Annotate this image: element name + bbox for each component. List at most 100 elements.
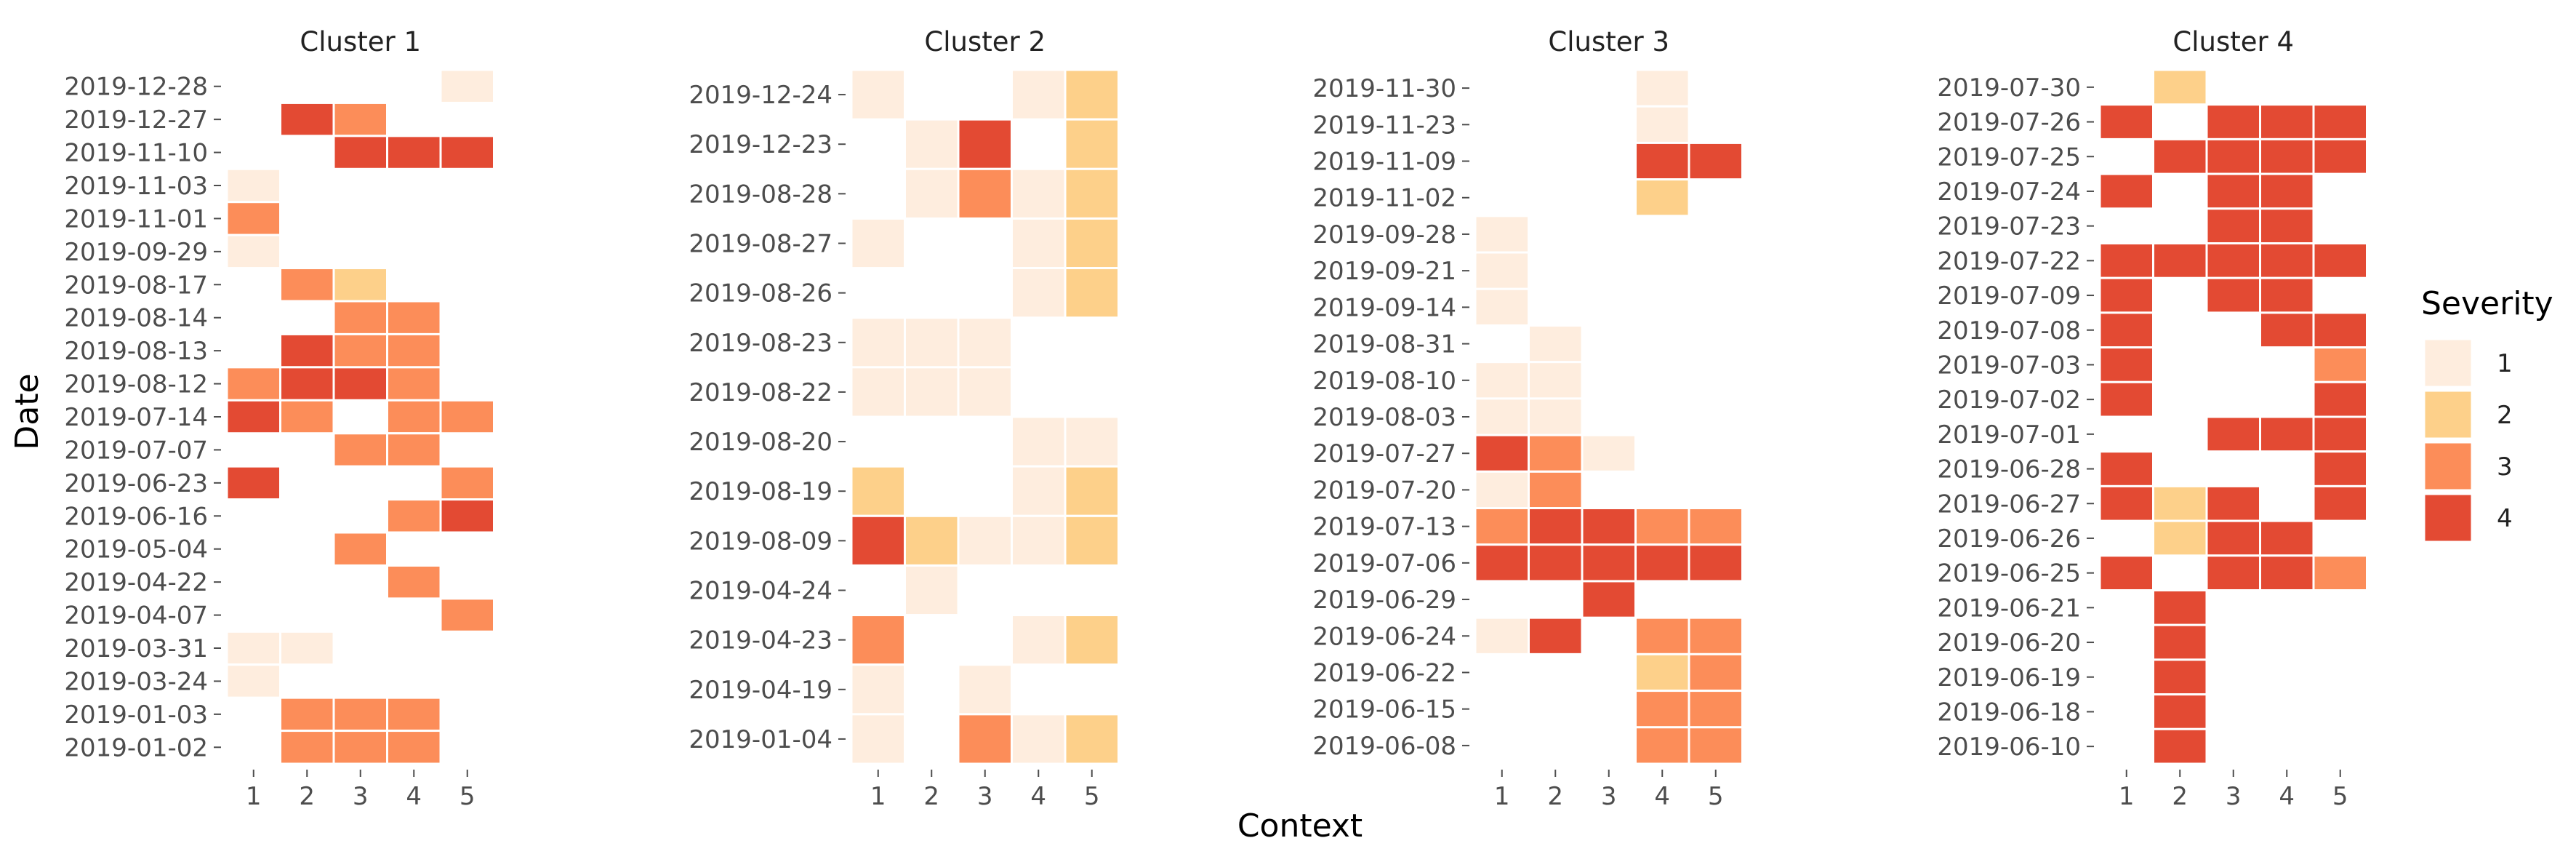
heatmap-cell <box>1634 105 1690 144</box>
heatmap-cell <box>2098 484 2154 522</box>
heatmap-cell <box>1474 470 1530 510</box>
heatmap-cell <box>2098 450 2154 487</box>
heatmap-cell <box>332 300 388 335</box>
heatmap-cell <box>1011 713 1067 765</box>
y-tick-label: 2019-11-10 <box>64 139 208 168</box>
heatmap-cell <box>904 316 960 369</box>
y-tick-label: 2019-06-16 <box>64 502 208 531</box>
heatmap-cell <box>957 713 1013 765</box>
y-tick-label: 2019-06-25 <box>1937 559 2081 588</box>
heatmap-cell <box>279 399 335 435</box>
heatmap-cell <box>2312 484 2368 522</box>
heatmap-cell <box>1581 543 1637 583</box>
legend-swatch <box>2423 389 2473 440</box>
heatmap-cell <box>1528 470 1584 510</box>
y-tick-label: 2019-08-03 <box>1312 403 1456 432</box>
heatmap-cell <box>2312 554 2368 591</box>
y-tick-label: 2019-11-30 <box>1312 74 1456 103</box>
heatmap-cell <box>225 465 281 501</box>
facet-title: Cluster 2 <box>924 26 1046 57</box>
x-axis-title: Context <box>1237 807 1363 845</box>
heatmap-cell <box>279 332 335 369</box>
heatmap-cell <box>2152 519 2208 557</box>
x-tick-label: 2 <box>923 782 939 811</box>
heatmap-cell <box>850 465 906 517</box>
heatmap-cell <box>2205 276 2261 314</box>
heatmap-cell <box>332 267 388 303</box>
heatmap-cell <box>225 399 281 435</box>
heatmap-cell <box>904 564 960 617</box>
heatmap-cell <box>1528 507 1584 546</box>
y-tick-label: 2019-06-15 <box>1312 695 1456 725</box>
y-tick-label: 2019-01-03 <box>64 701 208 730</box>
y-tick-label: 2019-07-25 <box>1937 143 2081 172</box>
y-tick-label: 2019-07-14 <box>64 403 208 432</box>
heatmap-cell <box>1528 397 1584 436</box>
heatmap-cell <box>2152 623 2208 661</box>
y-tick-label: 2019-08-17 <box>64 271 208 300</box>
heatmap-cell <box>957 167 1013 220</box>
heatmap-cell <box>1474 616 1530 655</box>
facet-3: Cluster 3 2019-11-30 2019-11-23 2019-11-09 2… <box>1312 26 1744 811</box>
heatmap-cell <box>439 135 495 170</box>
heatmap-cell <box>386 696 442 733</box>
x-tick-label: 3 <box>977 782 993 811</box>
heatmap-cell <box>1064 267 1120 319</box>
heatmap-cell <box>1688 690 1744 729</box>
y-tick-label: 2019-08-23 <box>689 329 832 358</box>
y-tick-label: 2019-09-21 <box>1312 257 1456 286</box>
heatmap-cell <box>2312 346 2368 383</box>
y-tick-label: 2019-06-27 <box>1937 490 2081 519</box>
heatmap-cell <box>1064 68 1120 121</box>
y-tick-label: 2019-08-10 <box>1312 367 1456 396</box>
heatmap-cell <box>2312 380 2368 418</box>
heatmap-cell <box>850 366 906 418</box>
x-tick-label: 3 <box>2226 782 2242 811</box>
heatmap-cell <box>1634 726 1690 765</box>
heatmap-cell <box>1064 415 1120 468</box>
x-tick-label: 1 <box>2119 782 2135 811</box>
y-tick-label: 2019-07-13 <box>1312 513 1456 542</box>
heatmap-cell <box>279 630 335 666</box>
heatmap-cell <box>2312 415 2368 453</box>
heatmap-cell <box>332 101 388 137</box>
heatmap-cell <box>2098 276 2154 314</box>
heatmap-cell <box>2098 554 2154 591</box>
heatmap-cell <box>2259 137 2315 175</box>
x-tick-label: 4 <box>1030 782 1046 811</box>
heatmap-cell <box>2259 103 2315 140</box>
x-tick-label: 4 <box>2279 782 2295 811</box>
heatmap-cell <box>1064 217 1120 270</box>
heatmap-cell <box>850 217 906 270</box>
y-tick-label: 2019-06-29 <box>1312 586 1456 615</box>
y-tick-label: 2019-07-27 <box>1312 439 1456 468</box>
heatmap-cell <box>1581 507 1637 546</box>
y-tick-label: 2019-08-14 <box>64 304 208 333</box>
y-tick-label: 2019-12-24 <box>689 81 832 110</box>
y-tick-label: 2019-07-23 <box>1937 212 2081 242</box>
facet-title: Cluster 4 <box>2172 26 2294 57</box>
heatmap-cell <box>1688 653 1744 693</box>
y-tick-label: 2019-08-13 <box>64 337 208 366</box>
x-tick-label: 5 <box>460 782 476 811</box>
y-tick-label: 2019-03-31 <box>64 634 208 663</box>
heatmap-cell <box>1634 68 1690 108</box>
y-tick-label: 2019-06-28 <box>1937 455 2081 484</box>
heatmap-cell <box>2152 589 2208 626</box>
y-tick-label: 2019-07-22 <box>1937 247 2081 276</box>
legend-swatch <box>2423 338 2473 388</box>
heatmap-cell <box>386 135 442 170</box>
heatmap-cell <box>386 432 442 468</box>
heatmap-cell <box>1064 713 1120 765</box>
heatmap-cell <box>332 531 388 567</box>
y-tick-label: 2019-11-09 <box>1312 148 1456 177</box>
y-tick-label: 2019-08-26 <box>689 279 832 308</box>
heatmap-cell <box>279 730 335 765</box>
y-tick-label: 2019-05-04 <box>64 535 208 564</box>
heatmap-cell <box>2312 242 2368 279</box>
heatmap-cell <box>386 564 442 600</box>
heatmap-cell <box>2152 693 2208 730</box>
heatmap-cell <box>1474 287 1530 327</box>
y-tick-label: 2019-07-08 <box>1937 316 2081 346</box>
y-tick-label: 2019-06-21 <box>1937 594 2081 623</box>
